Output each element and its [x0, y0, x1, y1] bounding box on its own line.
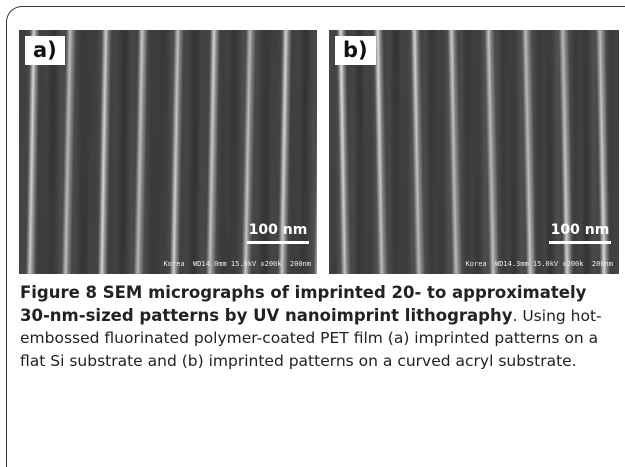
caption: Figure 8 SEM micrographs of imprinted 20…: [20, 282, 618, 372]
caption-title: Figure 8 SEM micrographs of imprinted 20…: [20, 283, 586, 325]
scale-label: 100 nm: [551, 222, 610, 238]
scale-label: 100 nm: [249, 222, 308, 238]
micrograph: a) 100 nm Korea WD14.0mm 15.0kV x200k 20…: [19, 30, 317, 274]
scale-bar: 100 nm: [549, 222, 611, 244]
scale-line: [247, 241, 309, 244]
sem-info: Korea WD14.3mm 15.0kV x200k 200nm: [465, 260, 613, 268]
scale-line: [549, 241, 611, 244]
sem-info: Korea WD14.0mm 15.0kV x200k 200nm: [163, 260, 311, 268]
panel-label: a): [25, 36, 65, 65]
micrograph: b) 100 nm Korea WD14.3mm 15.0kV x200k 20…: [329, 30, 619, 274]
page: a) 100 nm Korea WD14.0mm 15.0kV x200k 20…: [0, 0, 625, 423]
panel-label: b): [335, 36, 376, 65]
scale-bar: 100 nm: [247, 222, 309, 244]
